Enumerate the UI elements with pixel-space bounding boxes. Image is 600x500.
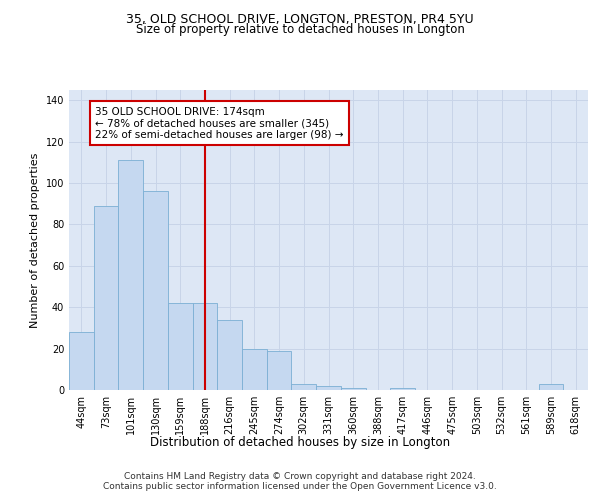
Bar [539, 384, 563, 390]
Bar [94, 206, 118, 390]
Y-axis label: Number of detached properties: Number of detached properties [30, 152, 40, 328]
Bar [168, 303, 193, 390]
Bar [193, 303, 217, 390]
Bar [143, 192, 168, 390]
Bar [390, 388, 415, 390]
Bar [267, 350, 292, 390]
Bar [217, 320, 242, 390]
Text: Distribution of detached houses by size in Longton: Distribution of detached houses by size … [150, 436, 450, 449]
Text: Contains HM Land Registry data © Crown copyright and database right 2024.: Contains HM Land Registry data © Crown c… [124, 472, 476, 481]
Bar [292, 384, 316, 390]
Text: 35, OLD SCHOOL DRIVE, LONGTON, PRESTON, PR4 5YU: 35, OLD SCHOOL DRIVE, LONGTON, PRESTON, … [126, 12, 474, 26]
Text: 35 OLD SCHOOL DRIVE: 174sqm
← 78% of detached houses are smaller (345)
22% of se: 35 OLD SCHOOL DRIVE: 174sqm ← 78% of det… [95, 106, 343, 140]
Bar [69, 332, 94, 390]
Text: Size of property relative to detached houses in Longton: Size of property relative to detached ho… [136, 22, 464, 36]
Bar [316, 386, 341, 390]
Bar [242, 348, 267, 390]
Bar [118, 160, 143, 390]
Text: Contains public sector information licensed under the Open Government Licence v3: Contains public sector information licen… [103, 482, 497, 491]
Bar [341, 388, 365, 390]
